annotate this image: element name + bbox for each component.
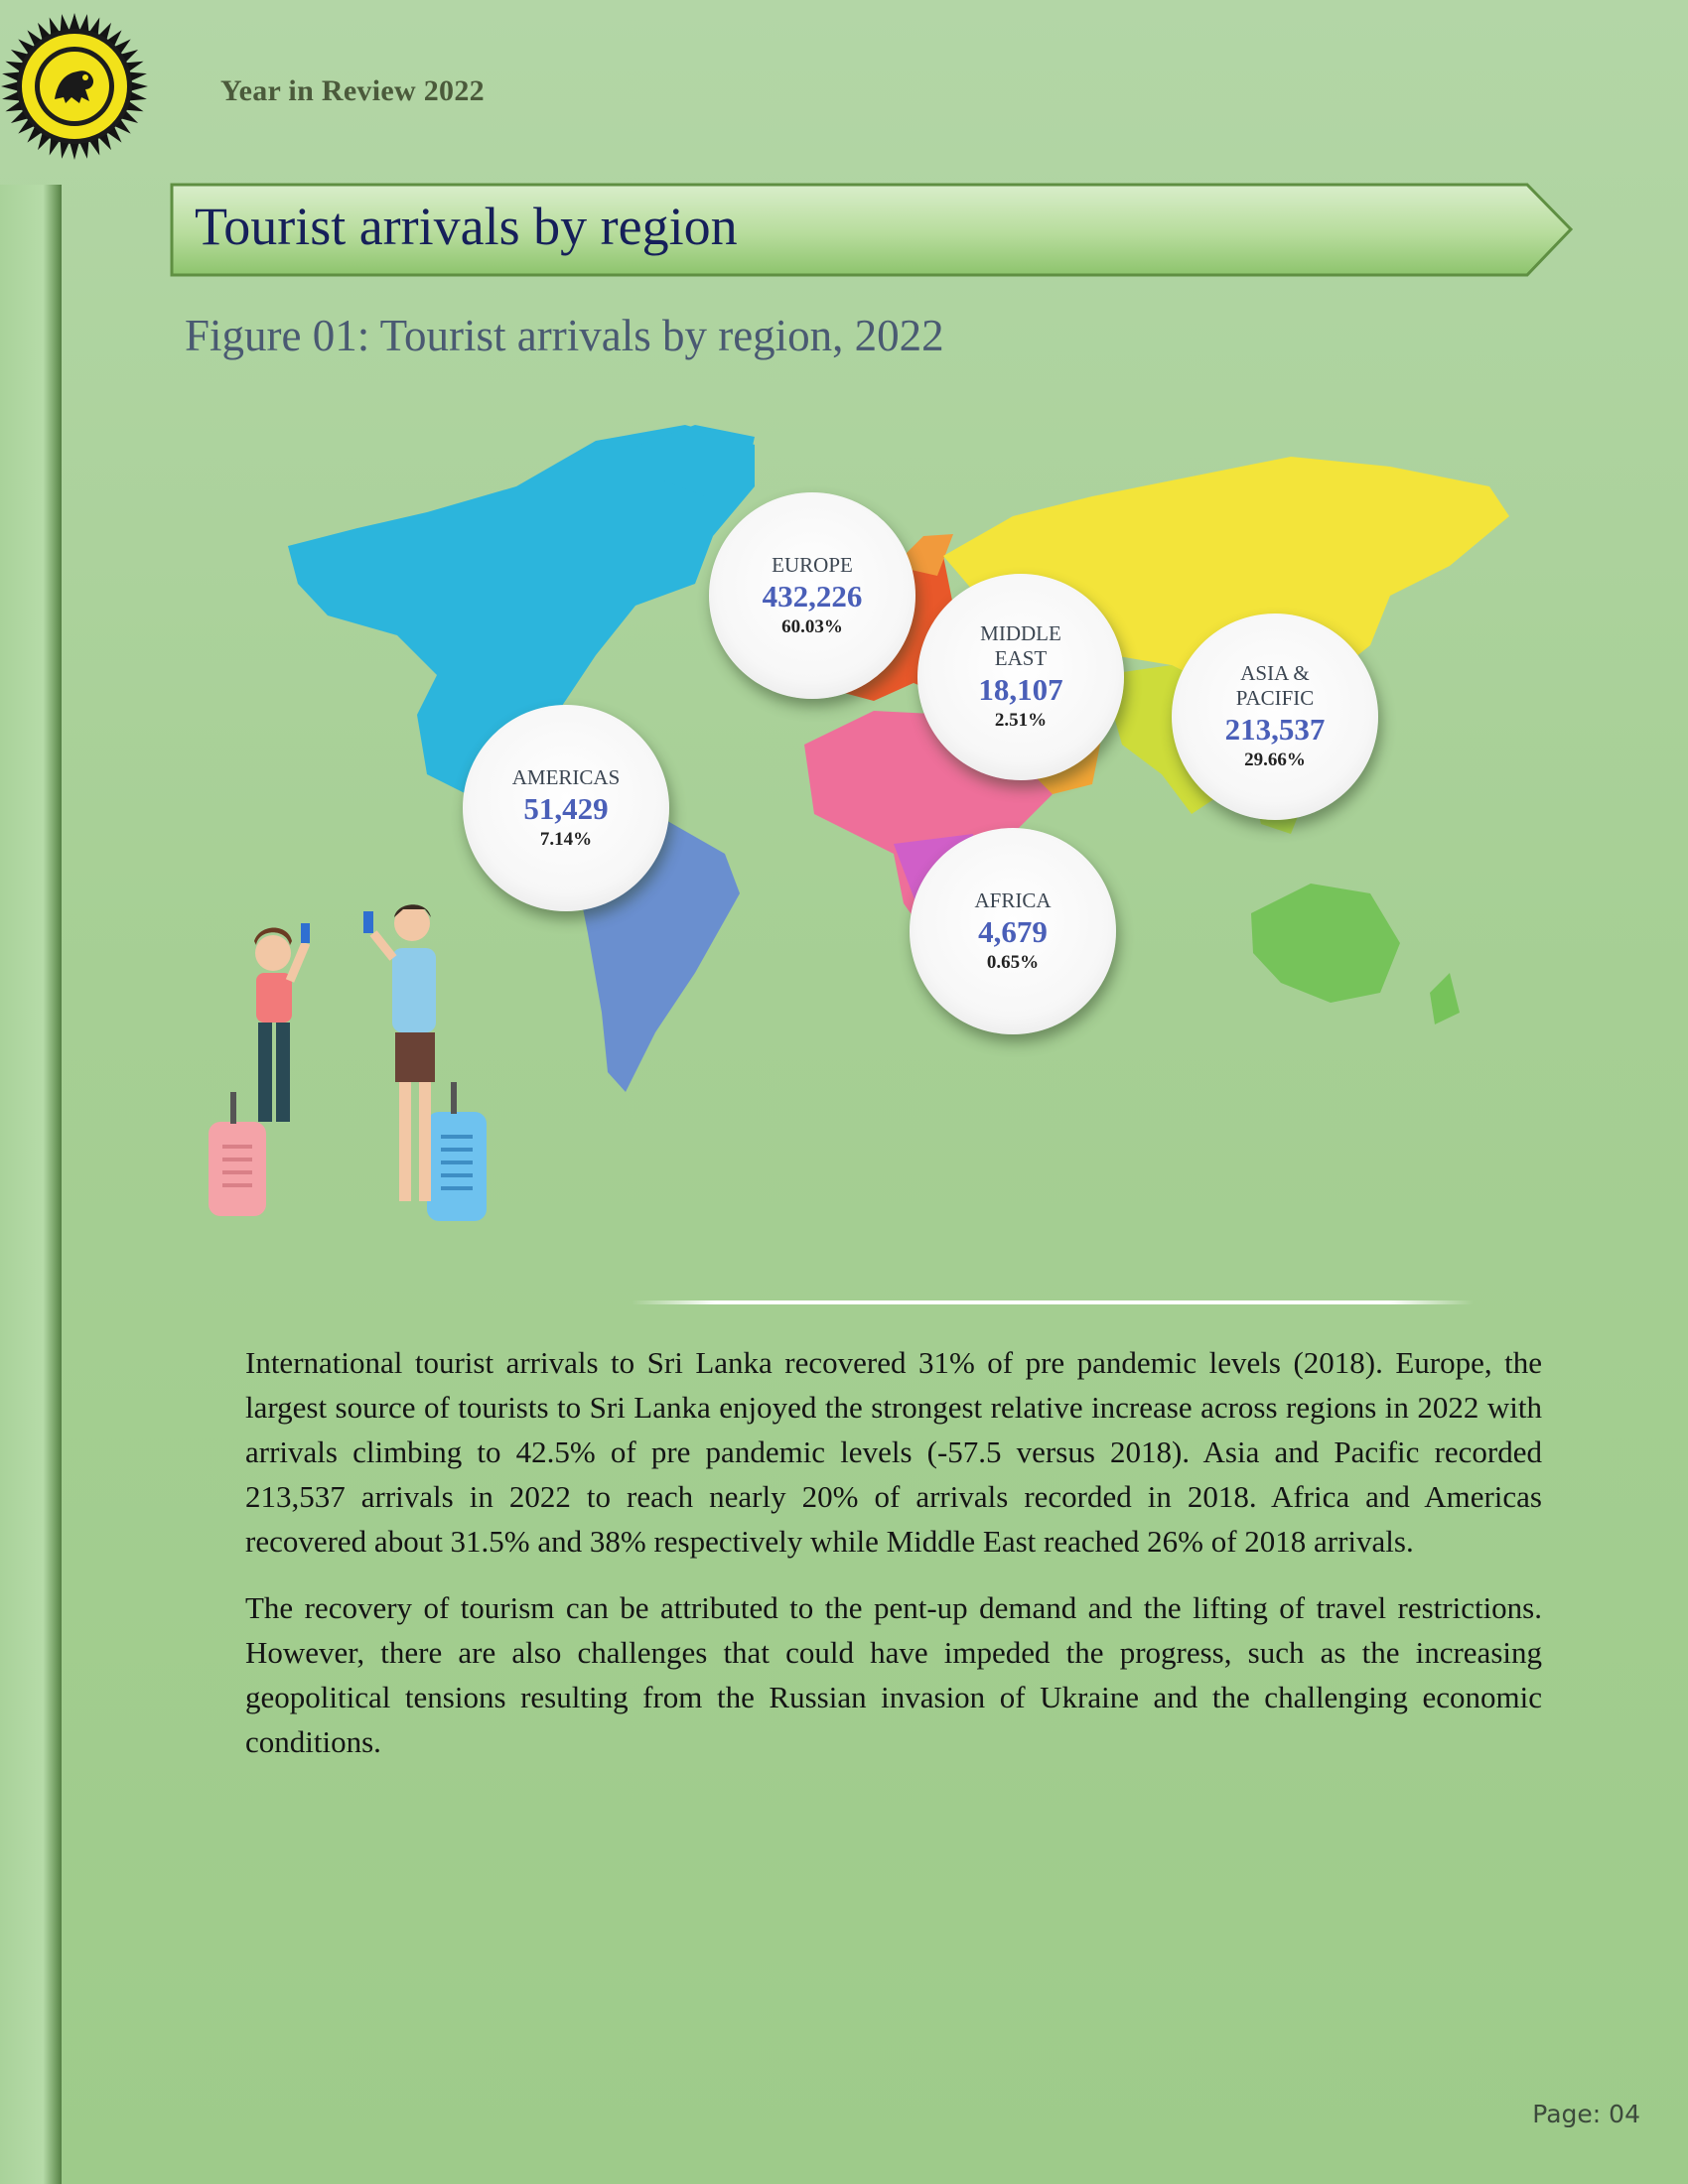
seal-ray: [70, 141, 79, 160]
region-bubble-middle-east: MIDDLE EAST 18,107 2.51%: [917, 574, 1124, 780]
region-share: 0.65%: [986, 951, 1040, 973]
body-paragraph: International tourist arrivals to Sri La…: [245, 1345, 1542, 1559]
region-arrivals: 432,226: [762, 578, 863, 614]
map-new-zealand: [1430, 973, 1460, 1024]
seal-ray: [1, 81, 20, 91]
seal-ray: [88, 17, 100, 37]
body-text: International tourist arrivals to Sri La…: [245, 1340, 1542, 1786]
region-name: EUROPE: [772, 552, 853, 577]
region-share: 29.66%: [1244, 750, 1306, 770]
region-name: MIDDLE EAST: [980, 621, 1061, 670]
body-paragraph: The recovery of tourism can be attribute…: [245, 1590, 1542, 1759]
map-australia: [1251, 884, 1400, 1003]
seal-ray: [129, 81, 148, 91]
region-name: AFRICA: [974, 887, 1052, 912]
seal-ray: [124, 100, 144, 112]
region-arrivals: 18,107: [978, 672, 1063, 707]
map-asia-north: [943, 457, 1509, 715]
page-number: Page: 04: [1532, 2100, 1640, 2128]
region-share: 2.51%: [994, 710, 1048, 731]
figure-divider: [632, 1300, 1474, 1304]
seal-ray: [78, 140, 89, 159]
seal-ray: [2, 90, 21, 101]
region-name: AMERICAS: [511, 764, 621, 789]
section-title: Tourist arrivals by region: [195, 197, 738, 256]
map-north-america: [288, 425, 755, 794]
figure-caption: Figure 01: Tourist arrivals by region, 2…: [185, 311, 944, 360]
banner-arrow-shape: [170, 183, 1574, 277]
seal-ray: [88, 136, 100, 156]
region-bubble-africa: AFRICA 4,679 0.65%: [910, 828, 1116, 1034]
section-title-banner: Tourist arrivals by region: [169, 182, 1575, 281]
seal-ray: [124, 61, 144, 72]
map-greenland: [635, 425, 755, 496]
region-arrivals: 4,679: [978, 913, 1048, 949]
seal-ray: [60, 140, 70, 159]
region-bubble-asia-pacific: ASIA & PACIFIC 213,537 29.66%: [1172, 614, 1378, 820]
seal-ray: [49, 136, 61, 156]
left-decorative-bar: [0, 185, 62, 2184]
region-arrivals: 213,537: [1224, 712, 1326, 747]
seal-ray: [128, 71, 147, 82]
region-share: 7.14%: [539, 828, 593, 850]
seal-ray: [60, 14, 70, 33]
seal-ray: [70, 13, 79, 32]
region-bubble-europe: EUROPE 432,226 60.03%: [709, 492, 915, 699]
seal-ray: [5, 61, 25, 72]
region-share: 60.03%: [781, 615, 843, 637]
year-in-review-label: Year in Review 2022: [220, 74, 485, 107]
tourist-couple-illustration: [209, 904, 487, 1221]
emblem-seal-icon: [1, 13, 148, 160]
region-arrivals: 51,429: [523, 790, 609, 826]
seal-ray: [128, 90, 147, 101]
world-map-figure: EUROPE 432,226 60.03% MIDDLE EAST 18,107…: [0, 417, 1688, 1310]
region-name: ASIA & PACIFIC: [1235, 661, 1315, 710]
seal-ray: [49, 17, 61, 37]
seal-ray: [5, 100, 25, 112]
region-bubble-americas: AMERICAS 51,429 7.14%: [463, 705, 669, 911]
seal-ray: [2, 71, 21, 82]
seal-ray: [78, 14, 89, 33]
